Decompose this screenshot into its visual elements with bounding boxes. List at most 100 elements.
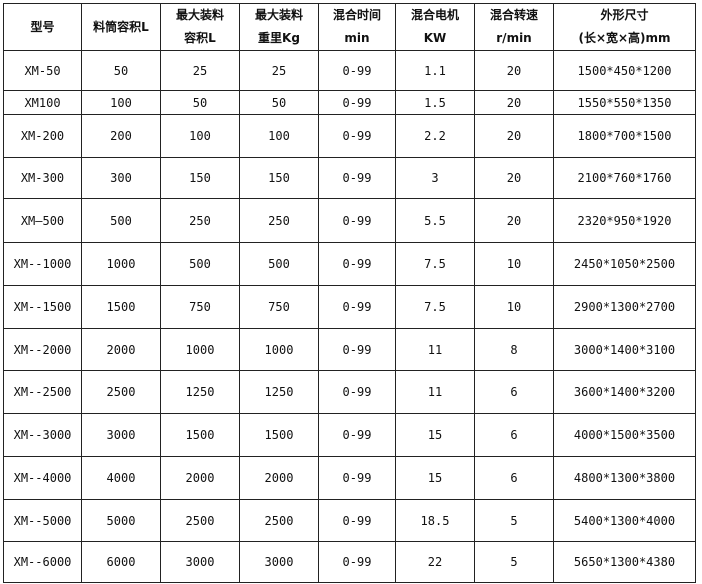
- cell-mix-speed: 10: [474, 242, 554, 286]
- cell-max-load-weight: 2500: [239, 499, 319, 542]
- header-text: 重里Kg: [258, 31, 300, 45]
- cell-barrel-volume: 1000: [81, 242, 161, 286]
- table-row: XM-200 200 100 100 0-99 2.2 20 1800*700*1500: [3, 114, 696, 158]
- cell-mix-speed: 8: [474, 328, 554, 371]
- cell-barrel-volume: 2000: [81, 328, 161, 371]
- table-row: XM100 100 50 50 0-99 1.5 20 1550*550*1350: [3, 90, 696, 115]
- table-row: XM--2000 2000 1000 1000 0-99 11 8 3000*1400*310…: [3, 328, 696, 371]
- header-text: KW: [423, 31, 447, 45]
- cell-mix-speed: 6: [474, 456, 554, 500]
- table-row: XM-300 300 150 150 0-99 3 20 2100*760*1760: [3, 157, 696, 199]
- cell-mix-time: 0-99: [318, 328, 396, 371]
- cell-barrel-volume: 200: [81, 114, 161, 158]
- cell-barrel-volume: 4000: [81, 456, 161, 500]
- cell-max-load-weight: 150: [239, 157, 319, 199]
- cell-barrel-volume: 3000: [81, 413, 161, 457]
- cell-max-load-volume: 50: [160, 90, 240, 115]
- cell-max-load-volume: 250: [160, 198, 240, 243]
- cell-model: XM--4000: [3, 456, 82, 500]
- cell-dimensions: 2320*950*1920: [553, 198, 696, 243]
- header-text: (长×宽×高)mm: [578, 31, 671, 45]
- cell-dimensions: 2450*1050*2500: [553, 242, 696, 286]
- cell-mix-speed: 20: [474, 90, 554, 115]
- cell-dimensions: 5400*1300*4000: [553, 499, 696, 542]
- cell-barrel-volume: 2500: [81, 370, 161, 414]
- cell-dimensions: 1800*700*1500: [553, 114, 696, 158]
- cell-mix-time: 0-99: [318, 50, 396, 91]
- table-row: XM--1000 1000 500 500 0-99 7.5 10 2450*1050*250…: [3, 242, 696, 286]
- cell-motor-power: 11: [395, 370, 475, 414]
- cell-barrel-volume: 5000: [81, 499, 161, 542]
- table-row: XM—500 500 250 250 0-99 5.5 20 2320*950*1920: [3, 198, 696, 243]
- cell-motor-power: 18.5: [395, 499, 475, 542]
- cell-motor-power: 22: [395, 541, 475, 583]
- cell-mix-time: 0-99: [318, 157, 396, 199]
- header-text: 混合转速: [489, 8, 538, 22]
- cell-max-load-weight: 1500: [239, 413, 319, 457]
- table-row: XM--5000 5000 2500 2500 0-99 18.5 5 5400*1300*4…: [3, 499, 696, 542]
- header-text: min: [344, 31, 370, 45]
- cell-max-load-weight: 750: [239, 285, 319, 329]
- cell-barrel-volume: 300: [81, 157, 161, 199]
- header-mix-speed: 混合转速 r/min: [474, 3, 554, 51]
- cell-max-load-volume: 500: [160, 242, 240, 286]
- cell-dimensions: 1500*450*1200: [553, 50, 696, 91]
- cell-dimensions: 2100*760*1760: [553, 157, 696, 199]
- cell-dimensions: 1550*550*1350: [553, 90, 696, 115]
- header-row: 型号 料筒容积L 最大装料 容积L 最大装料 重里Kg 混合时间 min 混合电机 KW 混合转速 r…: [3, 3, 696, 51]
- cell-barrel-volume: 50: [81, 50, 161, 91]
- spec-table: 型号 料筒容积L 最大装料 容积L 最大装料 重里Kg 混合时间 min 混合电机 KW 混合转速 r…: [3, 3, 696, 583]
- cell-dimensions: 4800*1300*3800: [553, 456, 696, 500]
- cell-mix-speed: 20: [474, 198, 554, 243]
- cell-max-load-weight: 100: [239, 114, 319, 158]
- cell-dimensions: 2900*1300*2700: [553, 285, 696, 329]
- header-model: 型号: [3, 3, 82, 51]
- cell-max-load-volume: 750: [160, 285, 240, 329]
- cell-mix-speed: 5: [474, 499, 554, 542]
- header-text: 外形尺寸: [600, 8, 649, 22]
- cell-max-load-volume: 25: [160, 50, 240, 91]
- cell-dimensions: 5650*1300*4380: [553, 541, 696, 583]
- cell-mix-time: 0-99: [318, 285, 396, 329]
- header-text: 料筒容积L: [93, 19, 149, 34]
- cell-mix-time: 0-99: [318, 413, 396, 457]
- cell-model: XM-300: [3, 157, 82, 199]
- header-max-load-weight: 最大装料 重里Kg: [239, 3, 319, 51]
- cell-max-load-weight: 1250: [239, 370, 319, 414]
- cell-barrel-volume: 100: [81, 90, 161, 115]
- table-row: XM-50 50 25 25 0-99 1.1 20 1500*450*1200: [3, 50, 696, 91]
- header-max-load-volume: 最大装料容积L: [160, 3, 240, 51]
- header-dimensions: 外形尺寸 (长×宽×高)mm: [553, 3, 696, 51]
- cell-max-load-volume: 1500: [160, 413, 240, 457]
- cell-mix-time: 0-99: [318, 198, 396, 243]
- cell-max-load-weight: 1000: [239, 328, 319, 371]
- cell-barrel-volume: 500: [81, 198, 161, 243]
- cell-motor-power: 5.5: [395, 198, 475, 243]
- cell-model: XM--2500: [3, 370, 82, 414]
- cell-max-load-weight: 25: [239, 50, 319, 91]
- cell-dimensions: 4000*1500*3500: [553, 413, 696, 457]
- cell-max-load-weight: 500: [239, 242, 319, 286]
- cell-motor-power: 1.5: [395, 90, 475, 115]
- cell-motor-power: 7.5: [395, 242, 475, 286]
- cell-max-load-volume: 150: [160, 157, 240, 199]
- header-text: 最大装料: [175, 8, 224, 22]
- header-text: r/min: [496, 31, 532, 45]
- cell-mix-time: 0-99: [318, 456, 396, 500]
- cell-dimensions: 3000*1400*3100: [553, 328, 696, 371]
- cell-mix-speed: 6: [474, 370, 554, 414]
- cell-motor-power: 11: [395, 328, 475, 371]
- cell-max-load-volume: 2000: [160, 456, 240, 500]
- cell-motor-power: 1.1: [395, 50, 475, 91]
- cell-dimensions: 3600*1400*3200: [553, 370, 696, 414]
- cell-model: XM100: [3, 90, 82, 115]
- cell-mix-time: 0-99: [318, 114, 396, 158]
- header-text: 容积L: [184, 31, 216, 45]
- cell-mix-time: 0-99: [318, 541, 396, 583]
- cell-max-load-weight: 2000: [239, 456, 319, 500]
- table-row: XM--3000 3000 1500 1500 0-99 15 6 4000*1500*350…: [3, 413, 696, 457]
- header-barrel-volume: 料筒容积L: [81, 3, 161, 51]
- cell-max-load-volume: 1250: [160, 370, 240, 414]
- cell-max-load-weight: 250: [239, 198, 319, 243]
- cell-mix-time: 0-99: [318, 242, 396, 286]
